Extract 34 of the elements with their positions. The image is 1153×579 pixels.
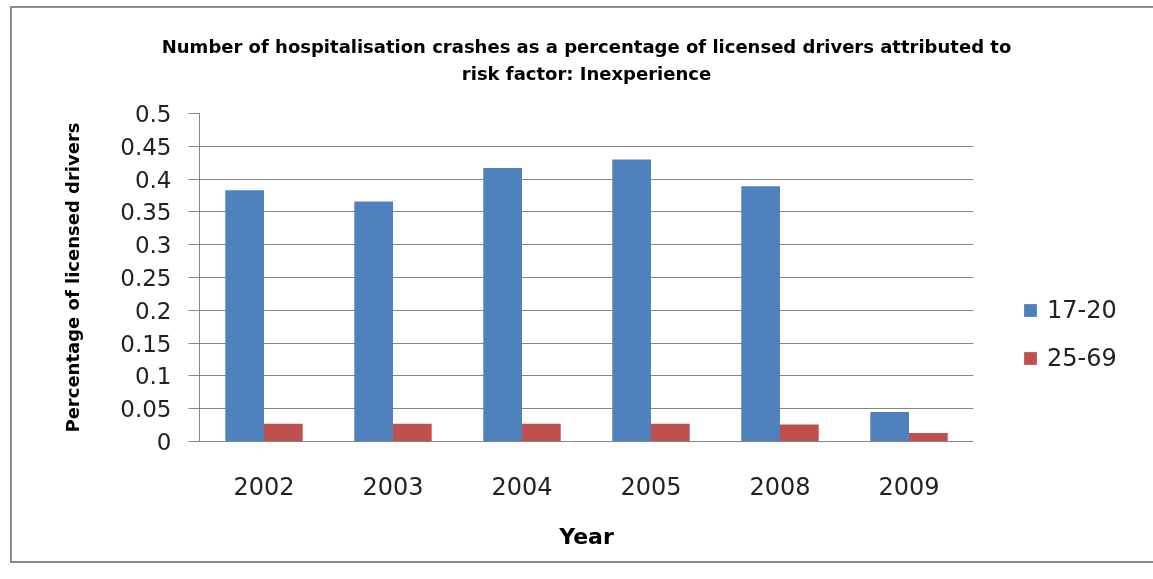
x-tick-label: 2005	[620, 472, 682, 501]
bar	[225, 190, 264, 442]
y-tick-label: 0.35	[120, 199, 172, 226]
y-tick-label: 0.15	[120, 330, 172, 357]
bar	[741, 186, 780, 442]
x-tick-label: 2004	[491, 472, 553, 501]
y-tick-label: 0.25	[120, 265, 172, 291]
chart-title: Number of hospitalisation crashes as a percentage of licensed drivers attributed to risk factor: Inexperience	[161, 35, 1012, 85]
bar	[354, 201, 393, 442]
y-tick-label: 0.3	[134, 232, 172, 259]
y-tick-label: 0.2	[134, 297, 172, 324]
bar	[264, 423, 303, 442]
bar	[870, 411, 909, 442]
bar	[909, 432, 948, 442]
x-axis-title: Year	[558, 523, 614, 549]
x-tick-label: 2002	[233, 472, 295, 501]
bar	[522, 423, 561, 442]
x-tick-label: 2003	[362, 472, 424, 501]
bar	[651, 423, 690, 442]
y-axis-title: Percentage of licensed drivers	[62, 122, 84, 433]
y-tick-label: 0.1	[134, 363, 172, 390]
legend-label: 17-20	[1047, 296, 1117, 324]
y-tick-label: 0.45	[120, 133, 172, 160]
bar	[780, 424, 819, 442]
bar	[483, 167, 522, 442]
y-tick-label: 0	[156, 429, 172, 455]
x-tick-label: 2008	[749, 472, 811, 501]
y-tick-label: 0.05	[120, 396, 172, 423]
x-tick-label: 2009	[878, 472, 940, 501]
legend-label: 25-69	[1047, 344, 1117, 372]
bar	[393, 423, 432, 442]
bar	[612, 159, 651, 442]
y-tick-label: 0.4	[134, 166, 172, 193]
y-tick-label: 0.5	[134, 101, 172, 127]
